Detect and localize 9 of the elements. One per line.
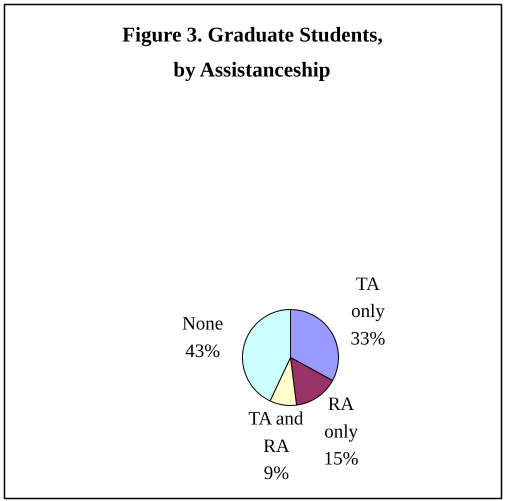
chart-title: Figure 3. Graduate Students, by Assistanceship bbox=[122, 22, 383, 82]
data-label: 9% bbox=[264, 463, 290, 484]
slice-label: TA only bbox=[351, 274, 386, 322]
data-label: 43% bbox=[185, 341, 220, 362]
slice-label: None bbox=[182, 314, 224, 335]
data-label: 33% bbox=[350, 328, 386, 350]
slice-label: RA only bbox=[324, 394, 358, 442]
data-label: 15% bbox=[324, 448, 359, 470]
slice-label: TA and RA bbox=[248, 408, 304, 457]
